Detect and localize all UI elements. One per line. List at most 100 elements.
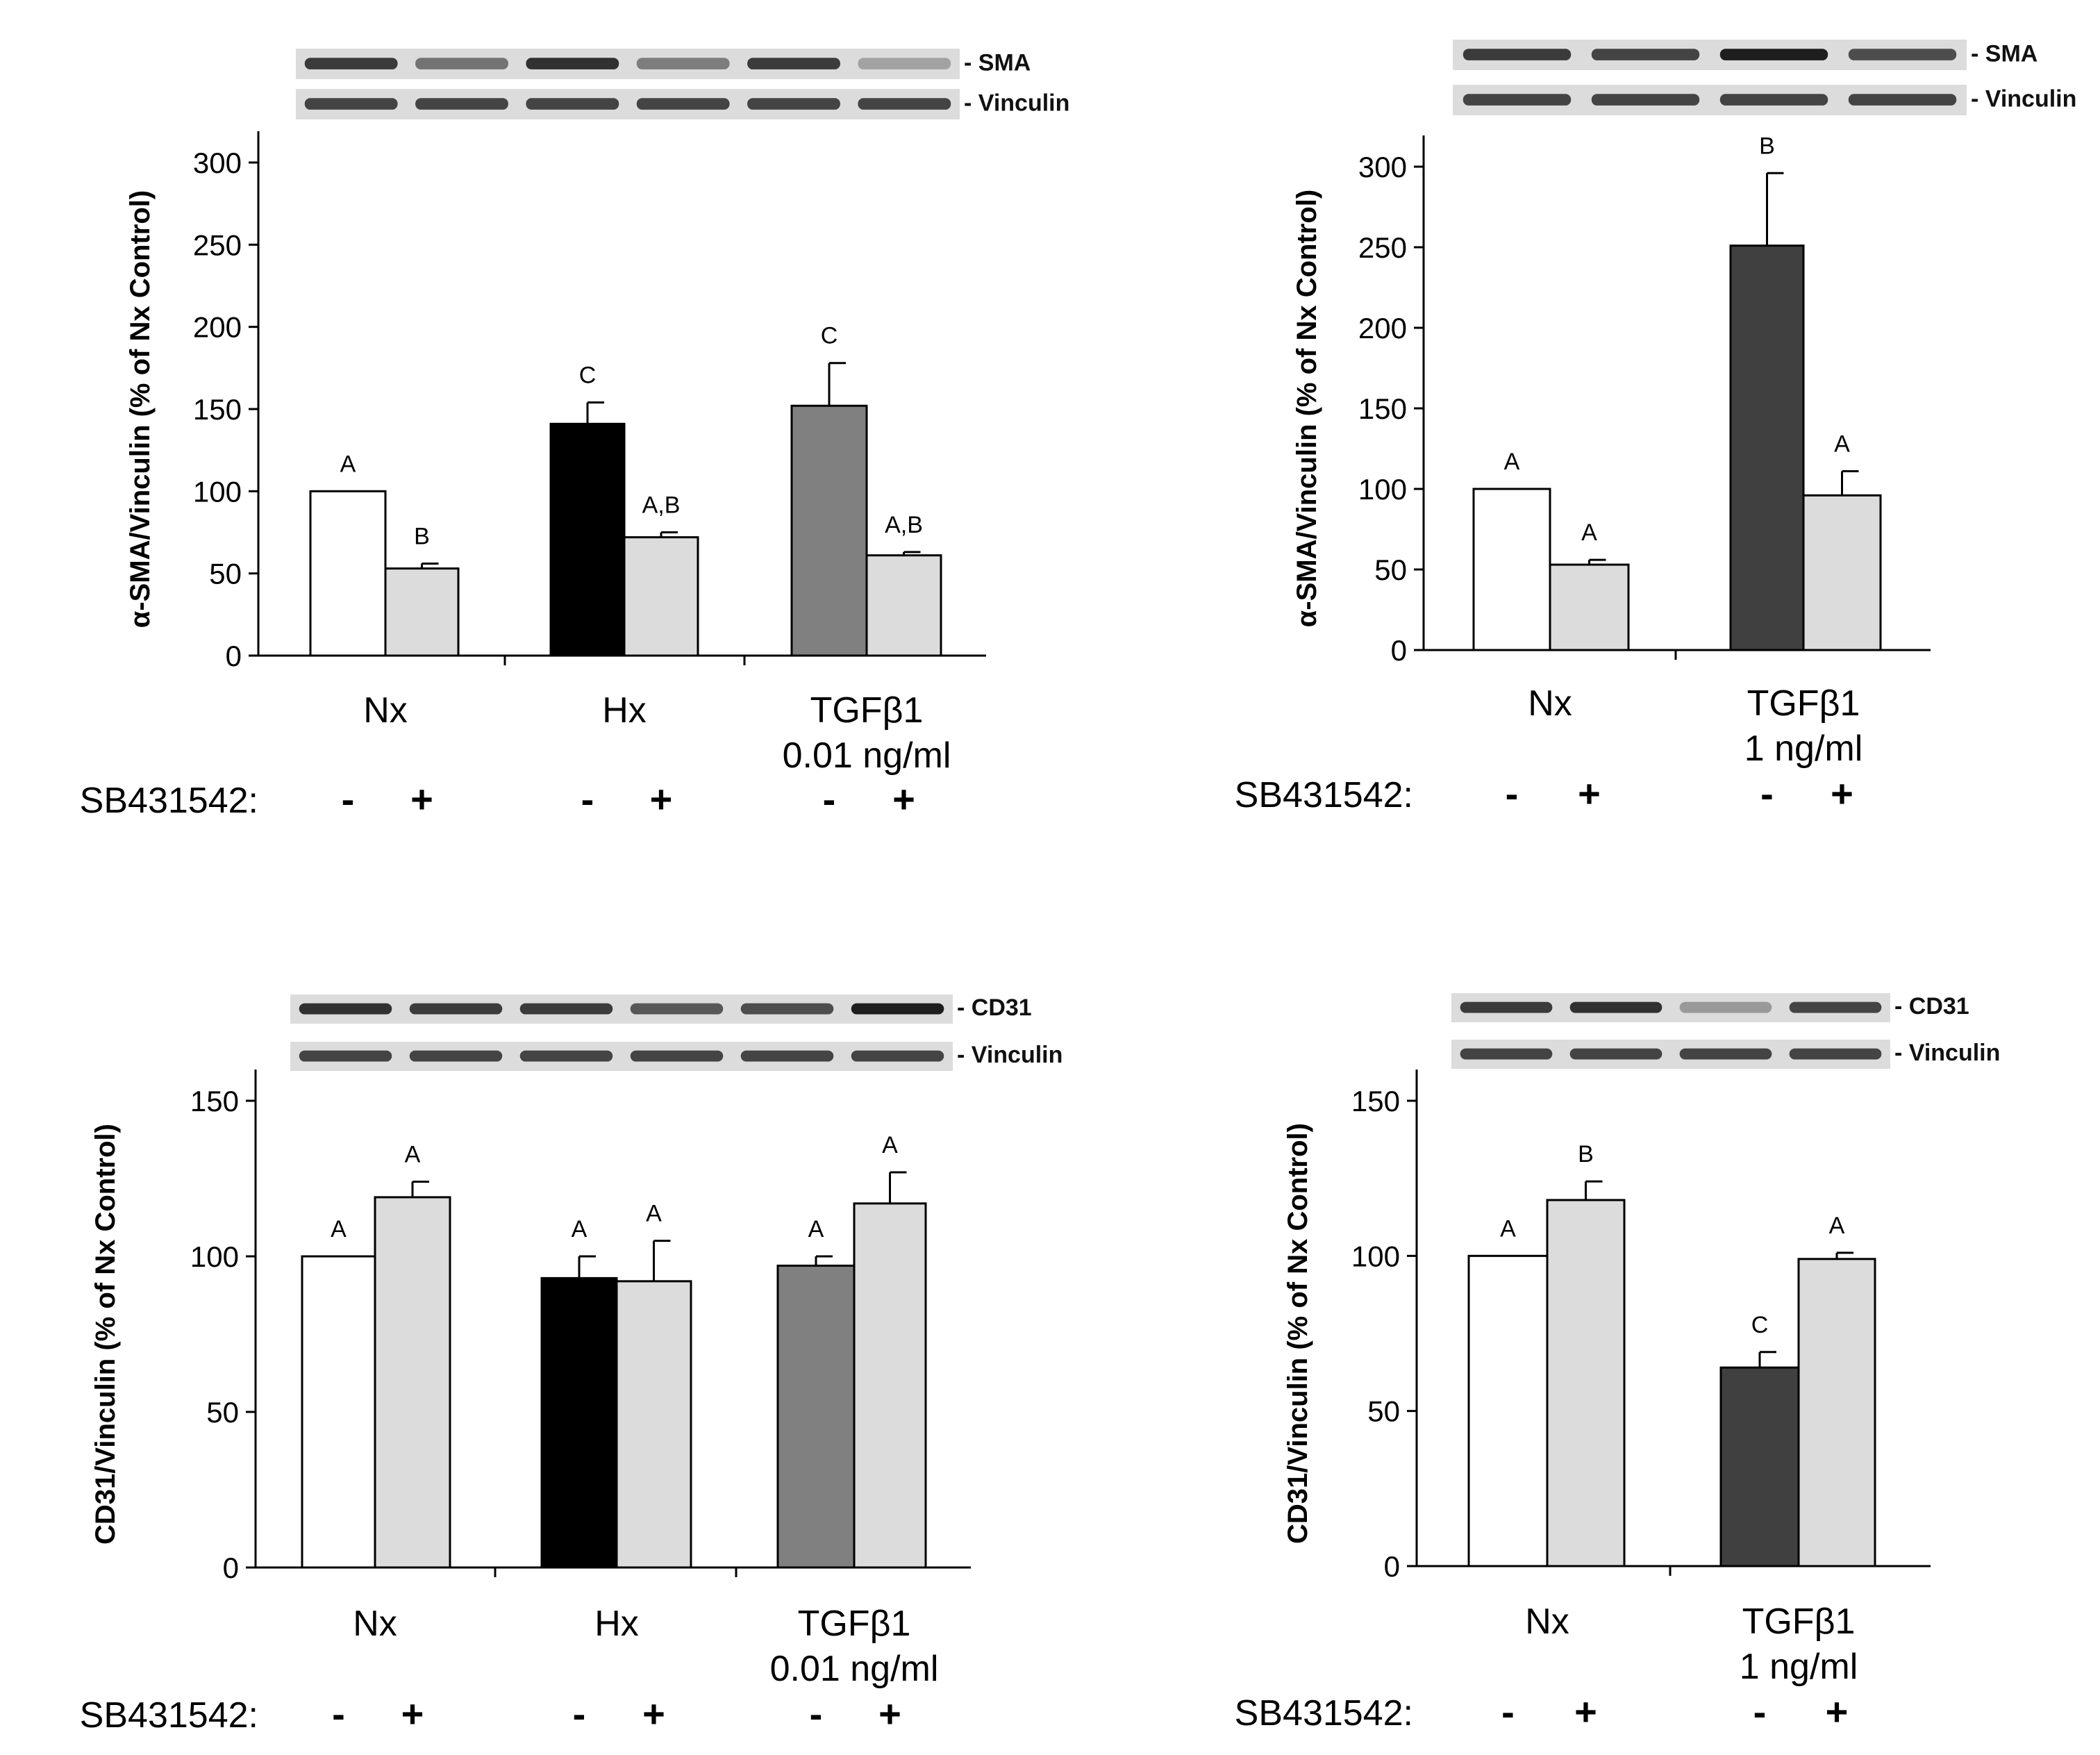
sb431542-marker: + [878, 1692, 901, 1736]
bar [865, 554, 942, 657]
significance-letter: A,B [642, 492, 681, 519]
blot-band [1591, 94, 1700, 106]
blot-band [747, 58, 840, 69]
sb431542-marker: - [581, 777, 594, 821]
treatment-label: SB431542: [1235, 1693, 1413, 1733]
significance-letter: B [1578, 1141, 1594, 1167]
blot-strip [296, 49, 960, 79]
group-label: TGFβ1 [1747, 683, 1860, 724]
significance-letter: A [340, 451, 356, 477]
y-tick-label: 0 [1391, 634, 1407, 667]
y-axis-label: CD31/Vinculin (% of Nx Control) [1283, 1123, 1313, 1544]
sb431542-marker: + [642, 1692, 665, 1736]
significance-letter: A [1834, 431, 1850, 457]
blot-band [636, 98, 730, 110]
bar [1472, 488, 1551, 651]
significance-letter: A [882, 1132, 898, 1158]
blot-band [1789, 1048, 1882, 1060]
bar [1467, 1254, 1549, 1567]
group-label: TGFβ1 [1742, 1602, 1856, 1642]
treatment-label: SB431542: [80, 1695, 258, 1736]
sb431542-marker: - [332, 1692, 345, 1736]
blot-band [858, 58, 951, 69]
y-tick-label: 100 [1351, 1240, 1400, 1272]
blot-band [858, 98, 951, 110]
western-blot: - SMA - Vinculin [1453, 40, 2076, 115]
treatment-label: SB431542: [80, 781, 258, 821]
y-tick-label: 150 [190, 1085, 239, 1117]
blot-band [636, 58, 730, 69]
y-tick-label: 0 [223, 1552, 239, 1584]
blot-band [519, 1050, 613, 1062]
blot-band [519, 1003, 613, 1015]
group-label: Hx [602, 690, 647, 731]
y-tick-label: 200 [193, 311, 242, 344]
y-tick-label: 300 [193, 147, 242, 179]
blot-label: - Vinculin [1971, 86, 2076, 113]
y-tick-label: 100 [1358, 473, 1407, 506]
blot-band [415, 98, 508, 110]
y-tick-label: 250 [1358, 231, 1407, 264]
y-tick-label: 50 [1374, 554, 1407, 586]
sb431542-marker: + [1578, 772, 1601, 815]
blot-band [1591, 49, 1700, 60]
bar [1549, 563, 1630, 651]
bar [615, 1280, 692, 1569]
significance-letter: A [1504, 449, 1520, 475]
blot-band [740, 1003, 834, 1015]
blot-label: - Vinculin [964, 90, 1069, 117]
bar [384, 567, 460, 657]
significance-letter: A [1581, 519, 1597, 546]
bar [790, 404, 868, 657]
bar [374, 1196, 451, 1569]
sb431542-marker: - [1506, 772, 1519, 815]
significance-letter: C [821, 323, 838, 349]
blot-label: - Vinculin [957, 1042, 1062, 1068]
blot-band [1719, 49, 1828, 60]
blot-band [747, 98, 840, 110]
y-tick-label: 250 [193, 228, 242, 261]
significance-letter: A [646, 1201, 662, 1227]
y-tick-label: 50 [1367, 1395, 1400, 1428]
group-label: Nx [353, 1604, 397, 1644]
significance-letter: C [579, 363, 597, 389]
bar [1719, 1366, 1800, 1567]
bar [776, 1264, 856, 1569]
blot-label: - SMA [964, 50, 1031, 76]
blot-band [304, 98, 398, 110]
blot-band [299, 1050, 392, 1062]
blot-band [630, 1050, 724, 1062]
blot-band [630, 1003, 724, 1015]
chart-panel-d: - CD31 - Vinculin 0 50 100 150 CD31/Vinculin (… [1235, 993, 2000, 1733]
significance-letter: A [405, 1141, 421, 1167]
significance-letter: B [414, 523, 430, 549]
bar [301, 1255, 376, 1569]
significance-letter: B [1759, 133, 1775, 159]
western-blot: - CD31 - Vinculin [1451, 993, 2000, 1069]
sb431542-marker: + [650, 777, 673, 821]
significance-letter: A [808, 1216, 824, 1242]
y-tick-label: 100 [193, 475, 242, 508]
sb431542-marker: + [892, 777, 915, 821]
y-tick-label: 0 [226, 640, 242, 672]
significance-letter: A [331, 1216, 347, 1242]
group-sublabel: 1 ng/ml [1740, 1647, 1858, 1687]
group-label: Nx [1528, 683, 1572, 724]
y-axis-label: α-SMA/Vinculin (% of Nx Control) [1292, 190, 1322, 628]
y-tick-label: 300 [1358, 151, 1407, 183]
sb431542-marker: - [810, 1692, 823, 1736]
bar [1729, 244, 1805, 651]
blot-band [1460, 1048, 1553, 1060]
western-blot: - SMA - Vinculin [296, 49, 1069, 119]
y-tick-label: 50 [206, 1396, 239, 1429]
blot-label: - CD31 [957, 995, 1032, 1021]
y-tick-label: 150 [1358, 392, 1407, 425]
group-sublabel: 0.01 ng/ml [770, 1649, 939, 1689]
blot-band [1460, 1001, 1553, 1013]
sb431542-marker: - [342, 777, 355, 821]
group-label: TGFβ1 [810, 690, 924, 731]
bar [853, 1202, 927, 1569]
blot-band [1569, 1001, 1662, 1013]
sb431542-marker: - [1760, 772, 1774, 815]
